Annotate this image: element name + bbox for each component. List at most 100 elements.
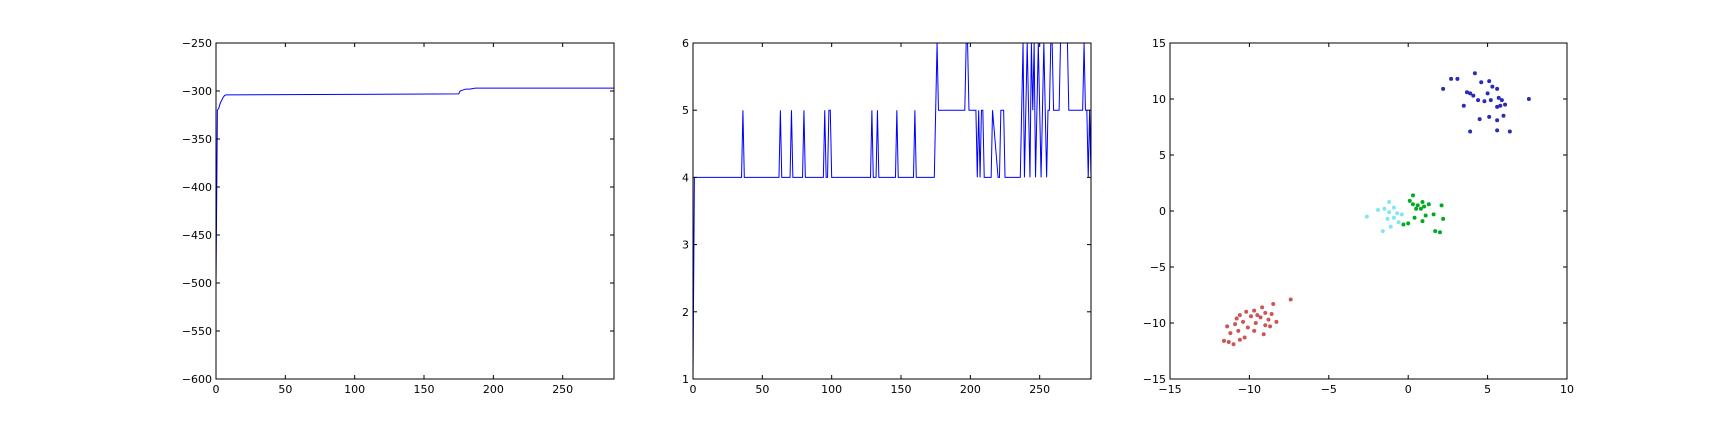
y-tick-label: −5 xyxy=(1150,261,1166,274)
scatter-point-2-16 xyxy=(1420,219,1425,224)
scatter-point-1-28 xyxy=(1495,128,1500,133)
y-tick-label: −450 xyxy=(182,229,212,242)
scatter-point-1-23 xyxy=(1501,113,1506,118)
y-tick-label: −250 xyxy=(182,37,212,50)
scatter-point-2-2 xyxy=(1407,198,1412,203)
x-tick-label: −15 xyxy=(1158,383,1181,396)
x-tick-label: −10 xyxy=(1238,383,1261,396)
scatter-point-4-8 xyxy=(1255,313,1260,318)
scatter-point-4-15 xyxy=(1241,319,1246,324)
y-tick-label: −550 xyxy=(182,325,212,338)
scatter-point-3-12 xyxy=(1380,229,1385,234)
y-tick-label: 3 xyxy=(682,239,689,252)
x-tick-label: 5 xyxy=(1484,383,1491,396)
plot-frame xyxy=(692,42,1092,380)
scatter-point-2-14 xyxy=(1406,221,1411,226)
scatter-point-4-14 xyxy=(1274,319,1279,324)
charts-layer: 0 50 100 150 200 250−600−550−500−450−400−350−… xyxy=(182,37,1574,396)
scatter-point-2-18 xyxy=(1433,229,1438,234)
scatter-point-4-19 xyxy=(1245,325,1250,330)
scatter-point-4-6 xyxy=(1263,310,1268,315)
scatter-point-2-1 xyxy=(1410,193,1415,198)
scatter-point-1-3 xyxy=(1455,76,1460,81)
scatter-point-4-11 xyxy=(1234,316,1239,321)
scatter-point-1-13 xyxy=(1476,98,1481,103)
scatter-point-1-29 xyxy=(1507,129,1512,134)
scatter-point-1-20 xyxy=(1495,104,1500,109)
scatter-point-1-11 xyxy=(1468,91,1473,96)
scatter-point-4-26 xyxy=(1242,335,1247,340)
scatter-point-1-10 xyxy=(1464,90,1469,95)
data-layer xyxy=(693,43,1091,379)
y-tick-label: −10 xyxy=(1143,317,1166,330)
scatter-point-2-10 xyxy=(1418,206,1423,211)
scatter-point-2-13 xyxy=(1412,215,1417,220)
x-tick-label: 150 xyxy=(414,383,435,396)
scatter-point-1-17 xyxy=(1499,98,1504,103)
scatter-point-2-7 xyxy=(1422,204,1427,209)
scatter-point-4-24 xyxy=(1252,328,1257,333)
scatter-point-4-12 xyxy=(1258,315,1263,320)
scatter-point-4-4 xyxy=(1252,308,1257,313)
chart-panel-3: −15 −10 −5 0 5 10 −15 −10 −5 0 5 10 15 xyxy=(1143,37,1574,396)
x-tick-label: 100 xyxy=(821,383,842,396)
y-tick-label: −500 xyxy=(182,277,212,290)
scatter-point-1-24 xyxy=(1487,114,1492,119)
scatter-point-3-2 xyxy=(1376,207,1381,212)
plot-area xyxy=(1170,43,1567,379)
scatter-point-1-1 xyxy=(1472,71,1477,76)
scatter-point-2-8 xyxy=(1426,202,1431,207)
x-tick-label: 200 xyxy=(960,383,981,396)
scatter-point-1-16 xyxy=(1496,95,1501,100)
y-tick-label: 6 xyxy=(682,37,689,50)
scatter-point-1-2 xyxy=(1449,76,1454,81)
y-tick-label: 5 xyxy=(1159,149,1166,162)
scatter-point-2-12 xyxy=(1431,212,1436,217)
scatter-point-3-6 xyxy=(1387,210,1392,215)
x-tick-label: −5 xyxy=(1321,383,1337,396)
scatter-point-4-22 xyxy=(1236,328,1241,333)
scatter-point-2-4 xyxy=(1415,203,1420,208)
x-tick-label: 0 xyxy=(213,383,220,396)
chart-panel-1: 0 50 100 150 200 250 −600 −550 −500 −450 −400 −350 −… xyxy=(182,37,615,396)
y-tick-label: 4 xyxy=(682,171,689,184)
y-tick-label: 1 xyxy=(682,373,689,386)
y-tick-label: 2 xyxy=(682,306,689,319)
scatter-point-1-15 xyxy=(1488,98,1493,103)
plot-area xyxy=(216,43,614,379)
scatter-point-1-4 xyxy=(1441,86,1446,91)
chart-panel-2: 0 50 100 150 200 250 1 2 3 4 5 6 xyxy=(682,37,1092,396)
scatter-point-2-5 xyxy=(1420,200,1425,205)
scatter-point-2-9 xyxy=(1439,203,1444,208)
scatter-point-1-21 xyxy=(1461,103,1466,108)
scatter-point-1-5 xyxy=(1479,80,1484,85)
plot-frame xyxy=(215,42,615,380)
scatter-point-2-15 xyxy=(1401,222,1406,227)
scatter-point-4-13 xyxy=(1266,317,1271,322)
scatter-point-1-12 xyxy=(1471,93,1476,98)
scatter-point-4-2 xyxy=(1271,301,1276,306)
scatter-point-3-11 xyxy=(1388,224,1393,229)
scatter-point-3-7 xyxy=(1395,211,1400,216)
x-tick-label: 100 xyxy=(344,383,365,396)
scatter-point-3-13 xyxy=(1399,212,1404,217)
scatter-point-2-3 xyxy=(1410,202,1415,207)
scatter-point-1-18 xyxy=(1498,103,1503,108)
scatter-point-4-30 xyxy=(1231,342,1236,347)
scatter-point-4-5 xyxy=(1244,309,1249,314)
scatter-point-4-1 xyxy=(1288,297,1293,302)
y-tick-label: 15 xyxy=(1152,37,1166,50)
scatter-point-3-8 xyxy=(1391,215,1396,220)
x-tick-label: 200 xyxy=(483,383,504,396)
scatter-point-1-7 xyxy=(1490,84,1495,89)
y-tick-label: 5 xyxy=(682,104,689,117)
scatter-point-4-21 xyxy=(1268,324,1273,329)
scatter-point-2-6 xyxy=(1414,206,1419,211)
scatter-point-4-16 xyxy=(1253,321,1258,325)
scatter-point-3-3 xyxy=(1382,206,1387,211)
scatter-point-1-22 xyxy=(1526,97,1531,101)
x-tick-label: 250 xyxy=(552,383,573,396)
scatter-point-1-19 xyxy=(1503,102,1508,107)
scatter-point-3-5 xyxy=(1391,205,1396,210)
scatter-point-2-11 xyxy=(1423,213,1428,218)
